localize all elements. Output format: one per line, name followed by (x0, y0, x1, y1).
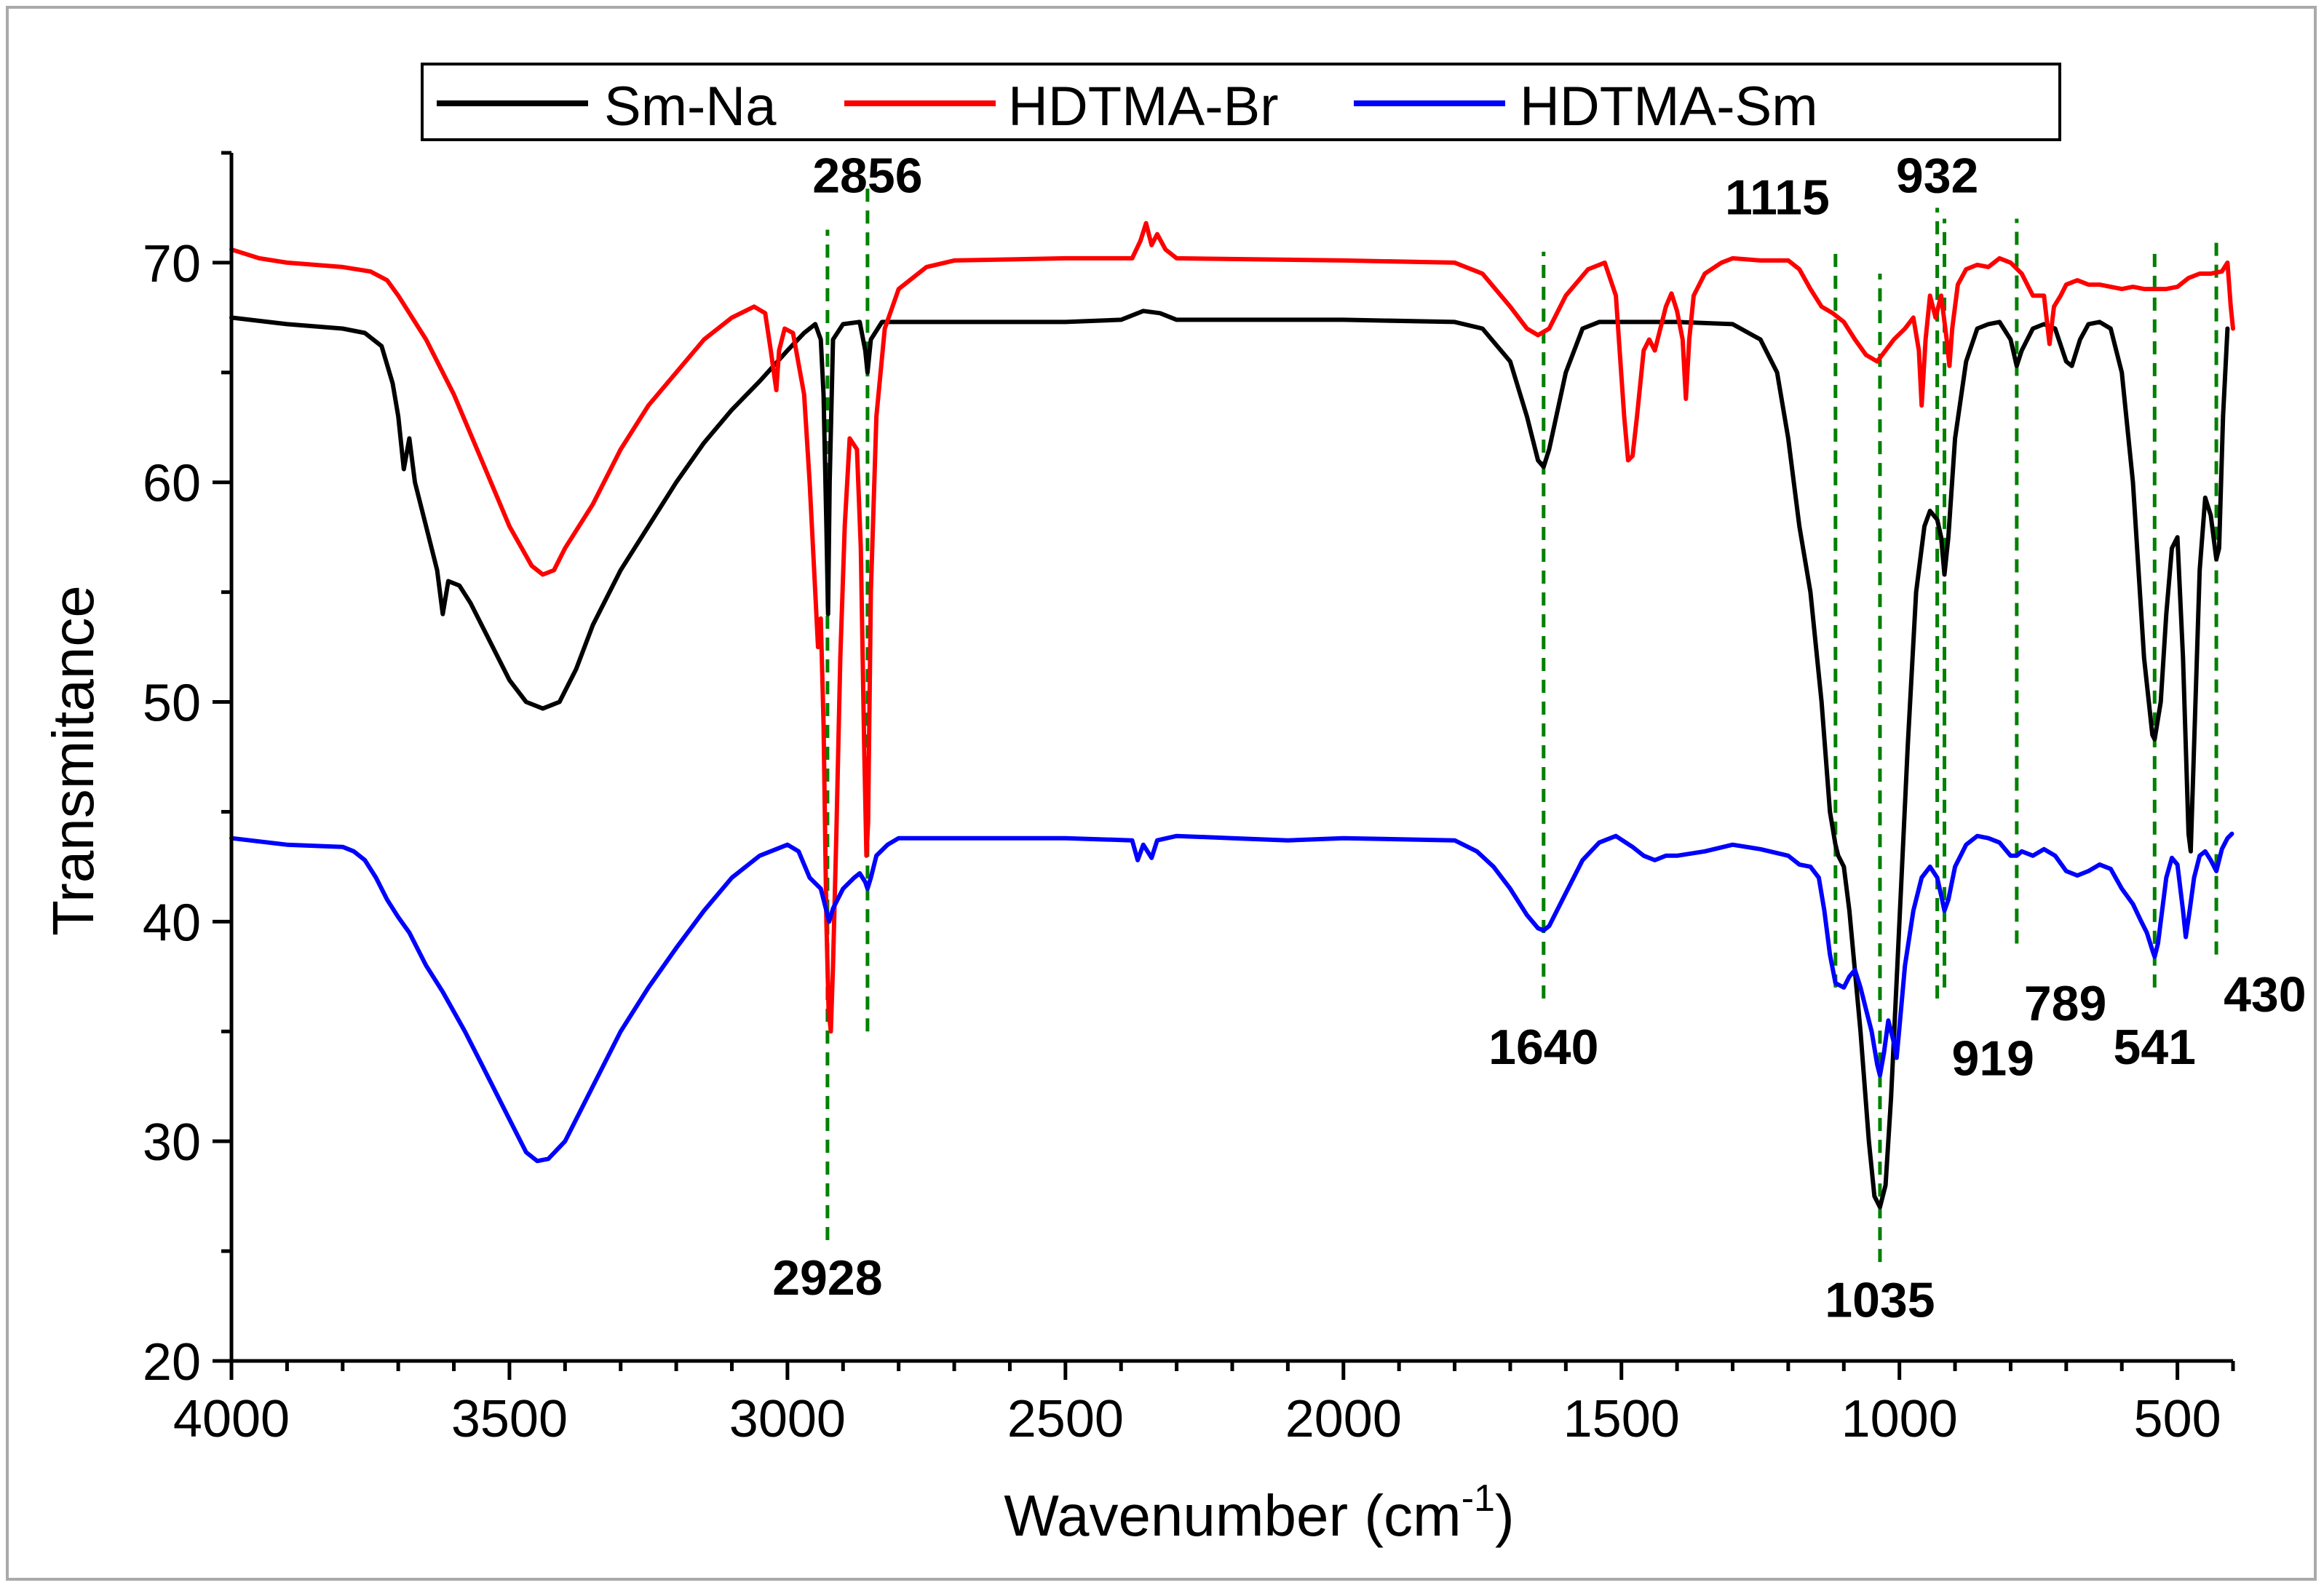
x-axis-label-sup: -1 (1462, 1477, 1495, 1520)
peak-label-1115: 1115 (1725, 170, 1830, 226)
x-tick-label-4000: 4000 (173, 1390, 290, 1448)
x-axis-label-main: Wavenumber (cm (1004, 1483, 1461, 1548)
peak-label-789: 789 (2024, 976, 2106, 1031)
y-tick-label-20: 20 (143, 1333, 201, 1392)
x-tick-label-3000: 3000 (729, 1390, 846, 1448)
series-line-hdtma-br (229, 221, 2235, 1034)
legend: Sm-Na HDTMA-Br HDTMA-Sm (421, 63, 2061, 141)
x-tick-label-500: 500 (2134, 1390, 2221, 1448)
figure-frame (6, 6, 2317, 1581)
legend-label-sm-na: Sm-Na (604, 76, 777, 138)
y-tick-label-30: 30 (143, 1113, 201, 1172)
peak-label-430: 430 (2224, 967, 2306, 1023)
y-tick-label-70: 70 (143, 235, 201, 293)
peak-label-919: 919 (1952, 1031, 2034, 1086)
x-tick-label-3500: 3500 (451, 1390, 568, 1448)
peak-label-1035: 1035 (1825, 1272, 1935, 1327)
y-tick-label-40: 40 (143, 894, 201, 952)
x-ticks: 4000 3500 3000 2500 2000 1500 1000 500 (173, 1361, 2235, 1448)
peak-label-541: 541 (2114, 1020, 2196, 1075)
x-tick-label-1500: 1500 (1563, 1390, 1680, 1448)
x-axis-label: Wavenumber (cm-1) (1004, 1477, 1514, 1548)
x-axis-label-suffix: ) (1495, 1483, 1515, 1548)
peak-label-2856: 2856 (812, 148, 922, 203)
y-ticks: 20 30 40 50 60 70 (143, 151, 231, 1392)
y-tick-label-50: 50 (143, 675, 201, 733)
peak-label-932: 932 (1896, 148, 1978, 203)
y-tick-label-60: 60 (143, 455, 201, 513)
legend-box (421, 63, 2061, 141)
series-line-hdtma-sm (229, 831, 2234, 1164)
x-tick-label-1000: 1000 (1841, 1390, 1958, 1448)
peak-label-1640: 1640 (1488, 1020, 1598, 1075)
legend-label-hdtma-sm: HDTMA-Sm (1520, 76, 1818, 138)
y-axis-label: Transmitance (41, 585, 106, 936)
legend-label-hdtma-br: HDTMA-Br (1008, 76, 1279, 138)
series-line-sm-na (229, 309, 2230, 1210)
peak-label-2928: 2928 (772, 1250, 882, 1306)
series-group (229, 221, 2235, 1210)
x-tick-label-2000: 2000 (1285, 1390, 1402, 1448)
x-tick-label-2500: 2500 (1007, 1390, 1124, 1448)
